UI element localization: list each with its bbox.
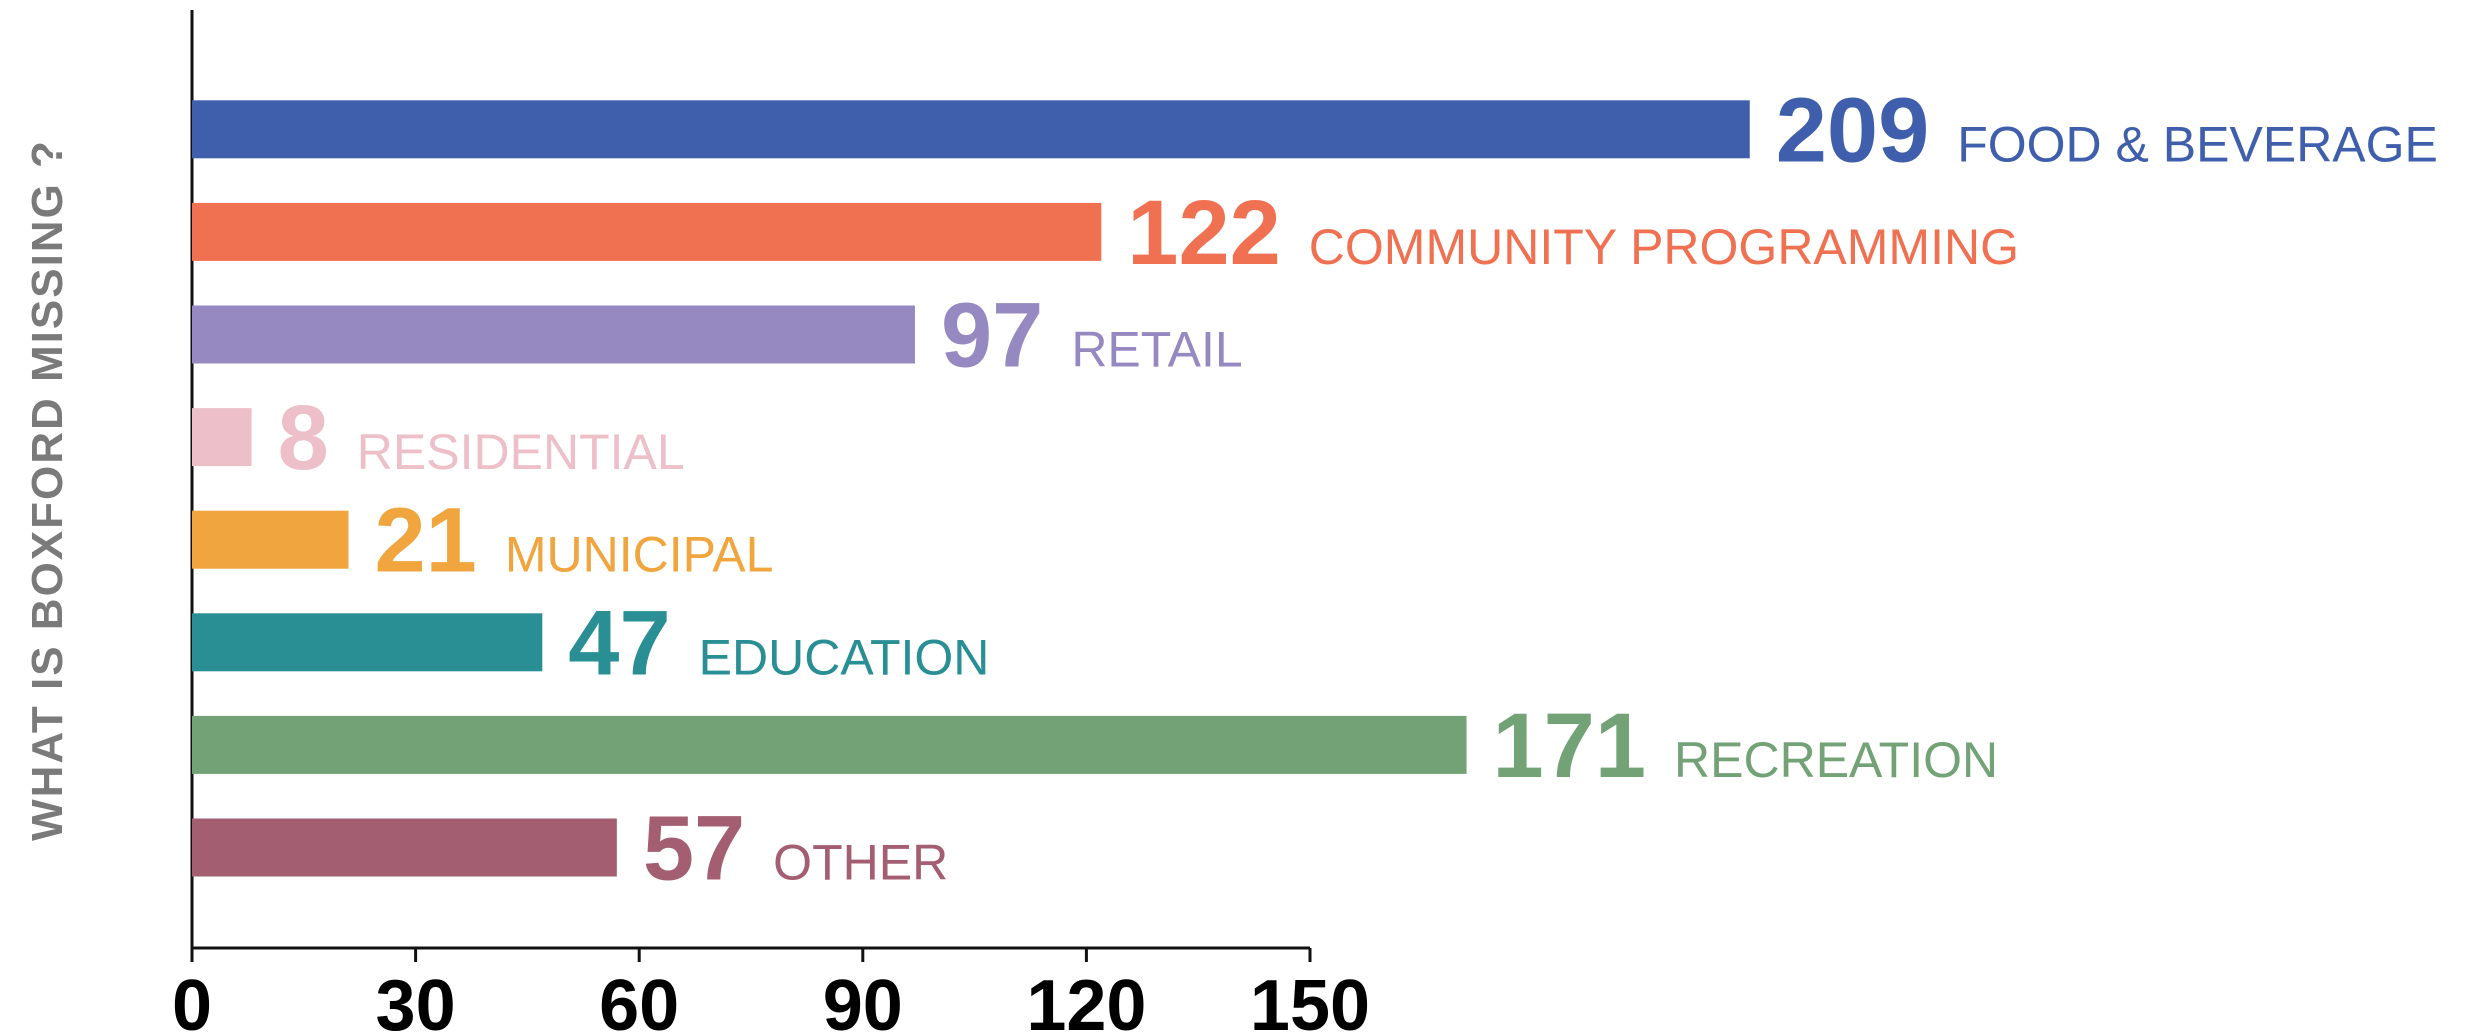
value-label: 21 <box>375 490 477 592</box>
bar <box>192 202 1102 261</box>
value-label: 47 <box>568 592 670 694</box>
value-label: 57 <box>643 798 745 900</box>
value-label: 8 <box>278 387 329 489</box>
value-label: 209 <box>1776 79 1930 181</box>
category-label: COMMUNITY PROGRAMMING <box>1309 219 2019 275</box>
bar <box>192 613 543 672</box>
bar <box>192 100 1750 159</box>
x-tick-label: 90 <box>823 966 903 1034</box>
x-tick-label: 150 <box>1250 966 1370 1034</box>
bar <box>192 715 1467 774</box>
x-tick-label: 0 <box>172 966 212 1034</box>
category-label: OTHER <box>773 835 948 891</box>
value-label: 122 <box>1127 182 1281 284</box>
x-tick-label: 30 <box>376 966 456 1034</box>
category-label: MUNICIPAL <box>505 527 774 583</box>
bar <box>192 510 349 569</box>
bar <box>192 818 617 877</box>
category-label: RECREATION <box>1674 732 1998 788</box>
x-tick-label: 120 <box>1026 966 1146 1034</box>
category-label: RESIDENTIAL <box>357 424 685 480</box>
bar <box>192 305 915 364</box>
category-label: FOOD & BEVERAGE <box>1957 116 2438 172</box>
x-tick-label: 60 <box>599 966 679 1034</box>
category-label: EDUCATION <box>699 629 990 685</box>
bar <box>192 408 252 467</box>
category-label: RETAIL <box>1071 322 1242 378</box>
y-axis-label: WHAT IS BOXFORD MISSING ? <box>23 139 72 841</box>
value-label: 171 <box>1493 695 1647 797</box>
value-label: 97 <box>941 285 1043 387</box>
